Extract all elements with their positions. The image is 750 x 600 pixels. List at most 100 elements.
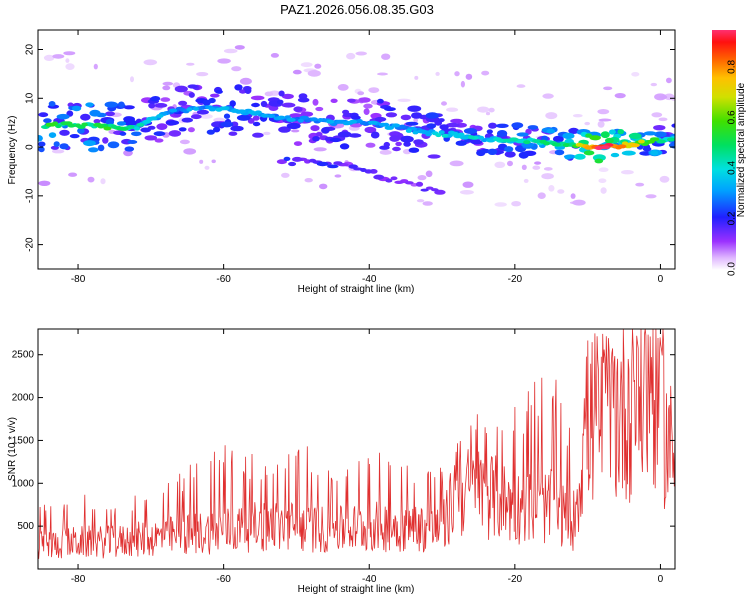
heatmap-cell [572, 199, 586, 206]
heatmap-cell [162, 81, 174, 86]
heatmap-cell [319, 183, 328, 190]
heatmap-cell [523, 178, 529, 183]
heatmap-cell [628, 132, 642, 139]
heatmap-cell [136, 122, 145, 127]
heatmap-cell [87, 176, 95, 183]
heatmap-cell [126, 125, 135, 129]
x-tick-label: -40 [362, 274, 377, 285]
heatmap-cell [405, 121, 419, 126]
heatmap-cell [174, 85, 188, 93]
heatmap-cell [304, 178, 313, 183]
heatmap-cell [427, 154, 441, 159]
heatmap-cell [645, 194, 657, 199]
heatmap-cell [286, 122, 301, 130]
heatmap-cell [400, 135, 414, 143]
heatmap-cell [532, 139, 542, 144]
heatmap-cell [621, 150, 636, 156]
heatmap-cell [69, 134, 80, 139]
heatmap-cell [291, 129, 300, 133]
heatmap-cell [348, 164, 358, 169]
heatmap-cell [408, 147, 420, 153]
heatmap-cell [391, 123, 401, 128]
heatmap-cell [278, 90, 285, 97]
heatmap-cell [85, 102, 94, 107]
spectrogram-y-axis-label: Frequency (Hz) [7, 116, 18, 185]
heatmap-cell [260, 100, 268, 108]
heatmap-cell [583, 150, 595, 156]
heatmap-cell [230, 108, 241, 113]
heatmap-cell [488, 107, 495, 113]
heatmap-cell [574, 153, 586, 160]
x-tick-label: -20 [508, 574, 523, 585]
heatmap-cell [481, 70, 490, 76]
heatmap-cell [455, 140, 467, 146]
x-tick-label: -40 [362, 574, 377, 585]
heatmap-cell [267, 114, 276, 118]
colorbar-ticks: 0.0 0.2 0.4 0.6 0.8 [727, 60, 738, 276]
heatmap-cell [87, 122, 95, 127]
heatmap-cell [407, 105, 422, 112]
heatmap-cell [370, 131, 380, 139]
heatmap-cell [215, 107, 223, 112]
heatmap-cell [379, 149, 392, 155]
heatmap-cell [350, 122, 362, 128]
heatmap-cell [507, 160, 513, 167]
heatmap-cell [43, 54, 55, 62]
heatmap-cell [451, 131, 459, 136]
heatmap-cell [516, 132, 529, 137]
heatmap-cell [403, 141, 411, 147]
heatmap-cell [210, 93, 220, 98]
heatmap-cell [231, 66, 242, 72]
figure-title: PAZ1.2026.056.08.35.G03 [280, 2, 434, 17]
heatmap-cell [297, 118, 304, 123]
heatmap-cell [355, 51, 368, 56]
heatmap-cell [494, 202, 507, 207]
heatmap-cell [63, 121, 73, 126]
x-tick-label: -80 [71, 274, 86, 285]
spectrogram-y-ticks: 20 10 0 -10 -20 [25, 44, 675, 252]
snr-frame [37, 328, 676, 570]
spectrogram-plot-area [38, 30, 675, 269]
heatmap-cell [534, 161, 542, 165]
heatmap-cell [342, 121, 351, 126]
heatmap-cell [494, 161, 506, 168]
heatmap-cell [438, 130, 445, 135]
heatmap-cell [252, 115, 260, 121]
heatmap-cell [666, 77, 672, 84]
heatmap-cell [554, 149, 565, 156]
heatmap-cell [608, 129, 616, 135]
heatmap-cell [411, 112, 423, 119]
heatmap-cell [364, 126, 377, 134]
heatmap-cell [93, 119, 101, 124]
heatmap-cell [283, 156, 291, 161]
heatmap-cell [487, 148, 498, 155]
heatmap-cell [188, 92, 195, 98]
colorbar-tick-label: 0.4 [727, 161, 738, 175]
x-tick-label: -60 [216, 274, 231, 285]
heatmap-cell [289, 113, 303, 119]
heatmap-cell [541, 173, 554, 180]
heatmap-cell [183, 148, 197, 155]
heatmap-cell [446, 107, 459, 112]
heatmap-cell [107, 141, 120, 149]
heatmap-cell [378, 122, 387, 127]
heatmap-cell [281, 93, 294, 100]
heatmap-cell [551, 142, 561, 147]
heatmap-cell [53, 141, 60, 148]
heatmap-cell [116, 121, 127, 126]
heatmap-cell [395, 141, 402, 147]
heatmap-cell [59, 129, 70, 136]
heatmap-cell [631, 72, 640, 77]
heatmap-cell [617, 144, 627, 149]
heatmap-cell [496, 130, 508, 137]
heatmap-cell [552, 135, 564, 143]
heatmap-cell [220, 121, 234, 128]
heatmap-cell [199, 113, 213, 119]
heatmap-cell [467, 135, 475, 140]
colorbar-tick-label: 0.6 [727, 110, 738, 124]
heatmap-cell [264, 91, 274, 97]
x-tick-label: 0 [658, 574, 664, 585]
heatmap-cell [88, 147, 99, 153]
heatmap-cell [48, 101, 56, 107]
heatmap-cell [347, 98, 356, 103]
